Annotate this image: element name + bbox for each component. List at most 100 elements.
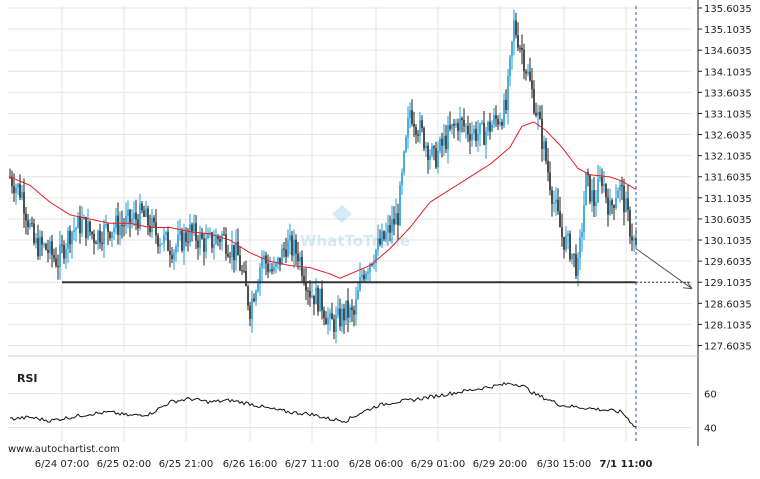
- candle-body: [511, 41, 513, 57]
- candle-body: [409, 110, 411, 119]
- candle-body: [53, 255, 55, 259]
- candle-body: [399, 185, 401, 226]
- candle-body: [263, 255, 265, 259]
- candle-body: [295, 239, 297, 254]
- candle-body: [357, 290, 359, 300]
- candle-body: [625, 198, 627, 213]
- candle-body: [609, 200, 611, 215]
- candle-body: [493, 115, 495, 125]
- candle-body: [155, 222, 157, 236]
- candle-body: [15, 187, 17, 194]
- candle-body: [547, 161, 549, 173]
- candle-body: [483, 122, 485, 145]
- candle-body: [375, 249, 377, 264]
- y-tick-label: 130.1035: [704, 236, 752, 247]
- candle-body: [619, 185, 621, 191]
- candle-body: [533, 89, 535, 113]
- candle-body: [427, 145, 429, 160]
- candle-body: [541, 118, 543, 149]
- candle-body: [515, 20, 517, 36]
- candle-body: [435, 148, 437, 168]
- candle-body: [21, 192, 23, 198]
- candle-body: [415, 127, 417, 135]
- candle-body: [309, 290, 311, 298]
- candle-body: [333, 319, 335, 332]
- candle-body: [325, 318, 327, 325]
- candle-body: [131, 218, 133, 223]
- support-level: [62, 6, 693, 444]
- candle-body: [433, 146, 435, 149]
- candle-body: [485, 131, 487, 145]
- forecast-arrow: [635, 248, 693, 290]
- candle-body: [329, 313, 331, 318]
- candle-body: [121, 224, 123, 226]
- candle-body: [279, 257, 281, 265]
- candle-body: [491, 124, 493, 132]
- candle-body: [577, 257, 579, 276]
- candle-body: [243, 270, 245, 272]
- candle-body: [181, 231, 183, 251]
- candle-body: [179, 231, 181, 235]
- candle-body: [177, 234, 179, 247]
- candle-body: [393, 219, 395, 225]
- candle-body: [77, 216, 79, 229]
- y-tick-label: 135.6035: [704, 4, 752, 15]
- candle-body: [29, 223, 31, 227]
- candle-body: [453, 124, 455, 126]
- candle-body: [377, 238, 379, 250]
- candle-body: [293, 239, 295, 256]
- candle-body: [211, 232, 213, 248]
- candle-body: [251, 298, 253, 319]
- candle-body: [17, 184, 19, 188]
- candle-body: [57, 265, 59, 268]
- candle-body: [237, 241, 239, 256]
- candle-body: [343, 308, 345, 321]
- candle-body: [553, 202, 555, 204]
- candle-body: [31, 223, 33, 225]
- ma-line: [9, 121, 637, 279]
- candle-body: [133, 212, 135, 219]
- candle-body: [437, 150, 439, 168]
- watermark-logo: [332, 205, 352, 223]
- candle-body: [613, 205, 615, 208]
- candle-body: [391, 219, 393, 233]
- candle-body: [217, 236, 219, 240]
- moving-average: [9, 121, 637, 279]
- candle-body: [519, 47, 521, 49]
- candle-body: [215, 236, 217, 245]
- candle-body: [565, 235, 567, 250]
- candle-body: [165, 232, 167, 235]
- candle-body: [209, 232, 211, 235]
- candle-body: [605, 184, 607, 198]
- candle-body: [91, 231, 93, 235]
- candle-body: [457, 123, 459, 132]
- candle-body: [349, 307, 351, 318]
- candle-body: [417, 134, 419, 136]
- candle-body: [451, 124, 453, 129]
- candle-body: [525, 71, 527, 74]
- candle-body: [33, 223, 35, 244]
- candle-body: [283, 248, 285, 250]
- candle-body: [285, 249, 287, 257]
- candle-body: [429, 155, 431, 160]
- candle-body: [431, 146, 433, 156]
- candle-body: [117, 215, 119, 236]
- candle-body: [501, 121, 503, 126]
- candle-body: [421, 120, 423, 129]
- y-tick-label: 128.1035: [704, 320, 752, 331]
- candle-body: [73, 230, 75, 232]
- candle-body: [583, 205, 585, 232]
- candle-body: [403, 151, 405, 173]
- candle-body: [173, 252, 175, 259]
- candle-body: [535, 112, 537, 116]
- y-tick-label: 135.1035: [704, 25, 752, 36]
- candle-body: [37, 238, 39, 257]
- candle-body: [569, 233, 571, 260]
- candle-body: [189, 224, 191, 243]
- candle-body: [465, 125, 467, 127]
- candle-body: [471, 133, 473, 141]
- candle-body: [607, 197, 609, 215]
- candle-body: [35, 238, 37, 244]
- candle-body: [231, 244, 233, 257]
